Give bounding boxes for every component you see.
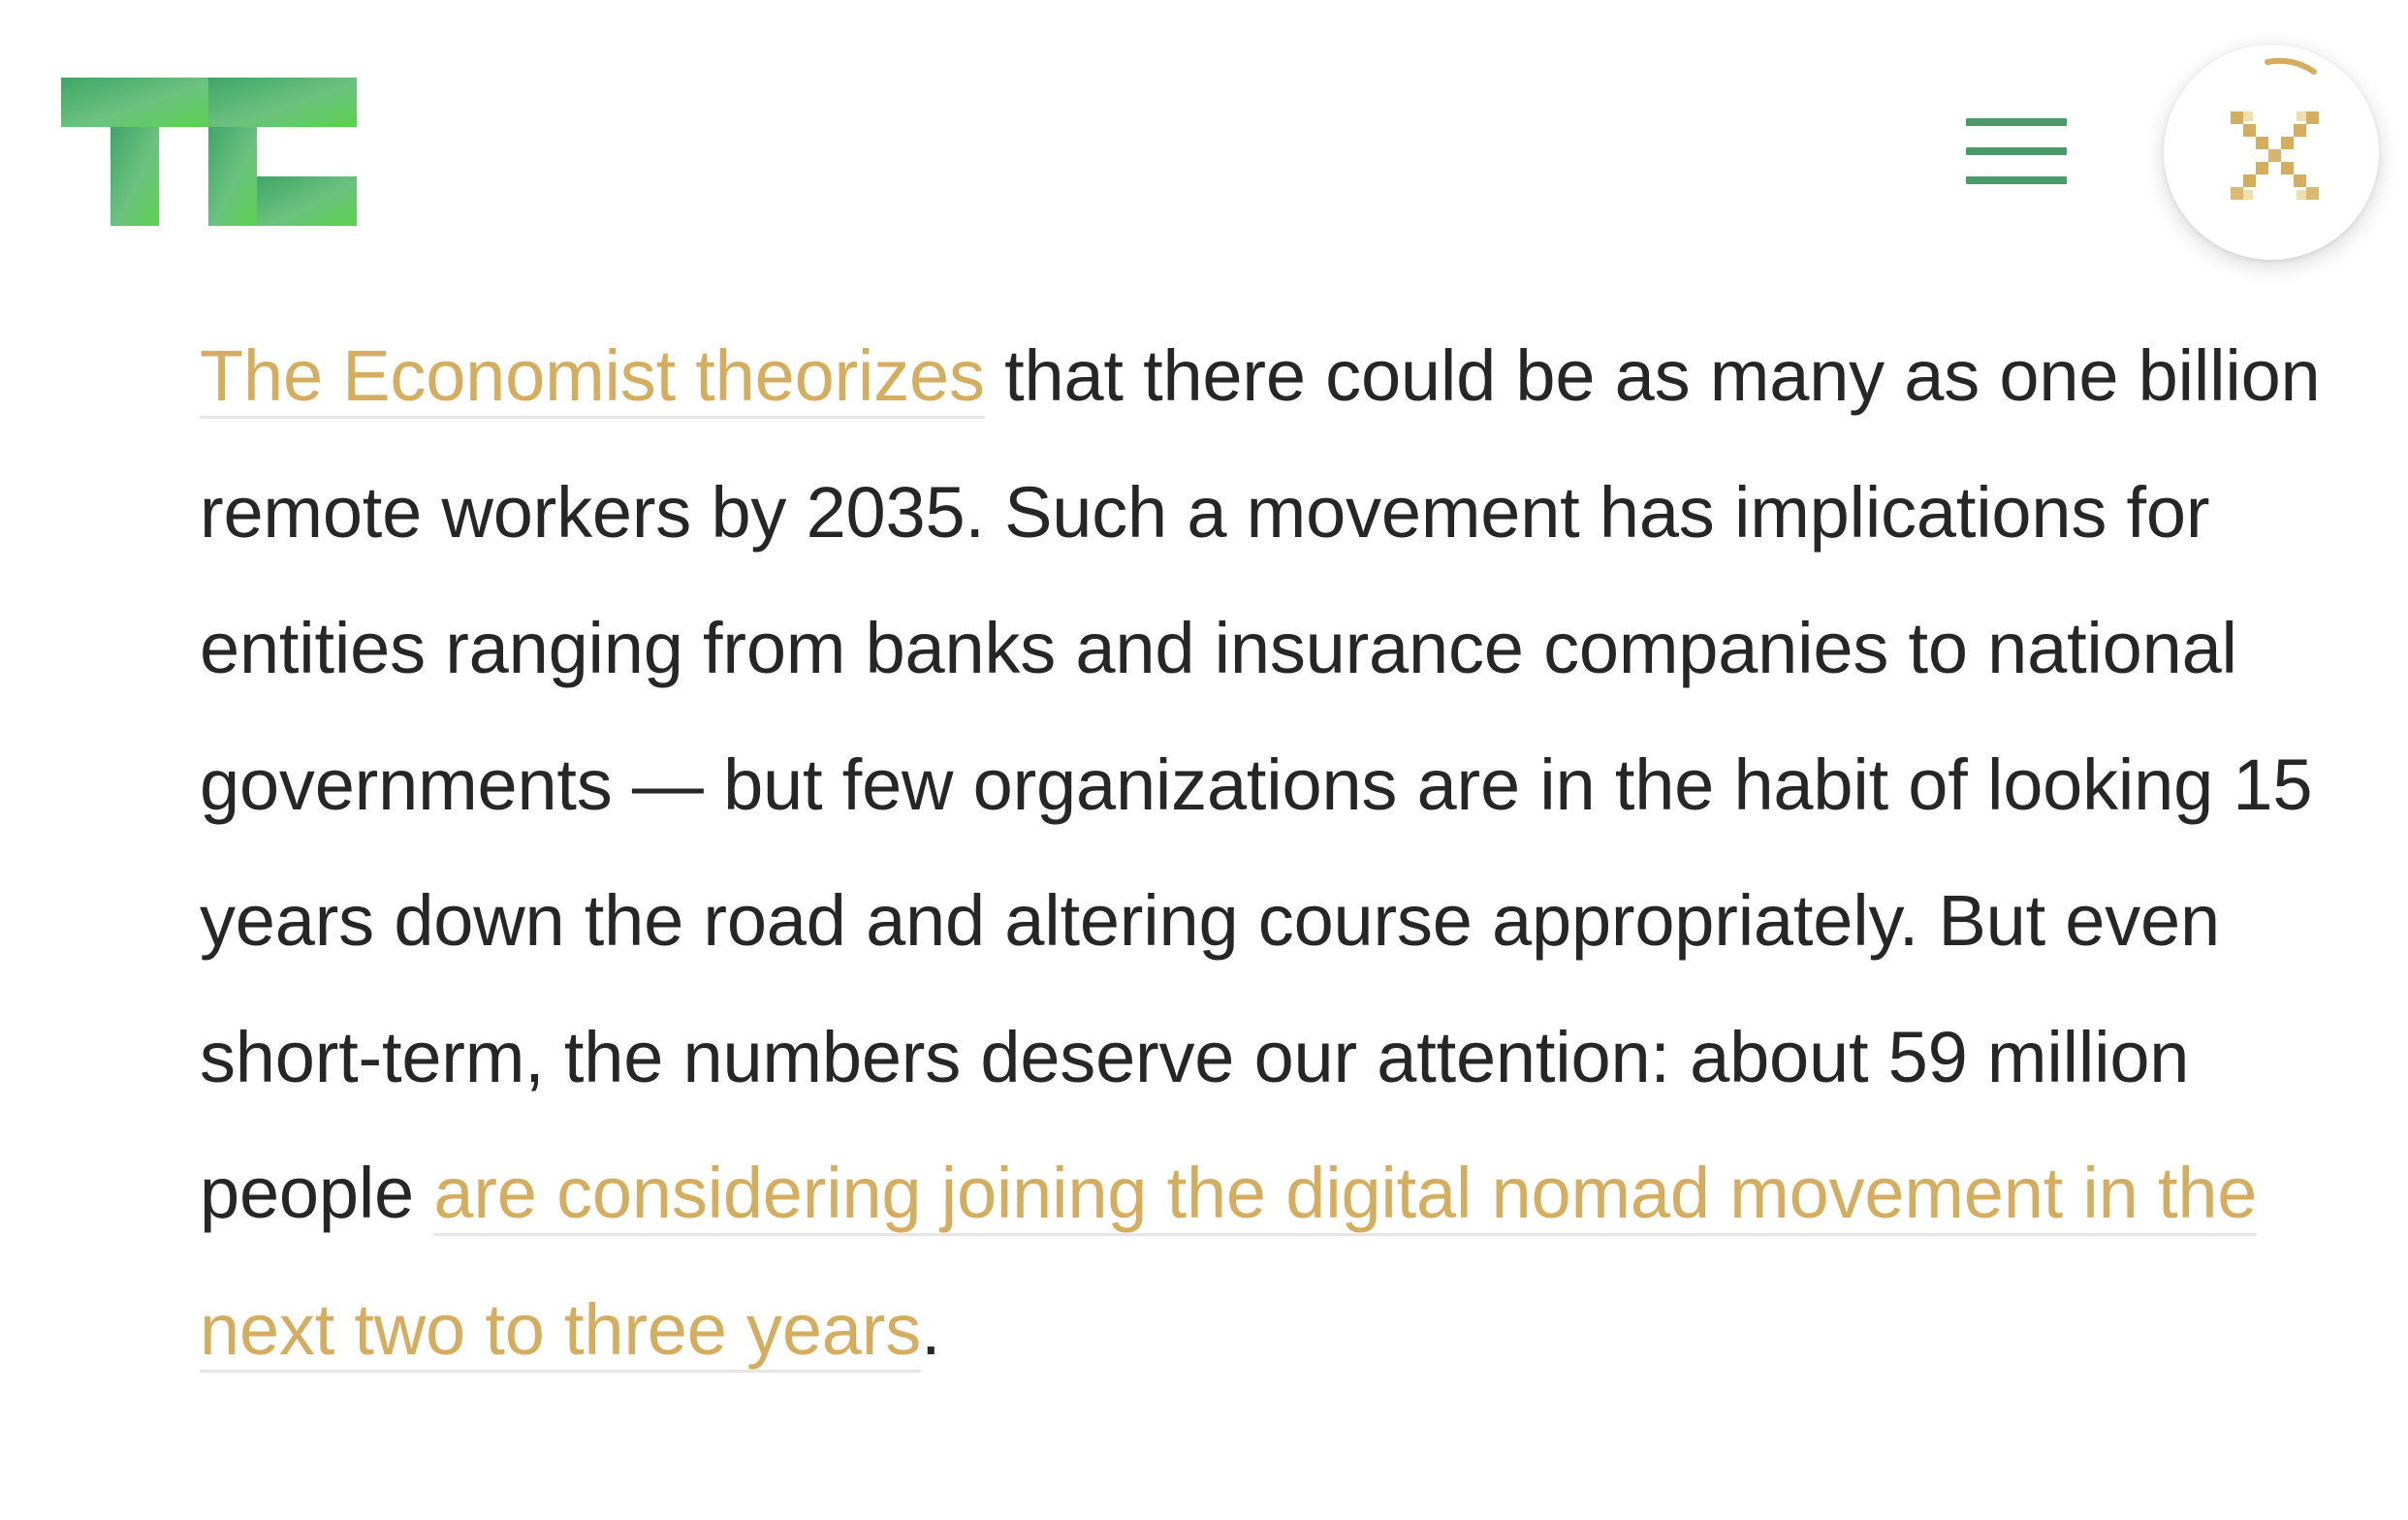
article-paragraph: The Economist theorizes that there could…	[200, 308, 2352, 1398]
paragraph-text: that there could be as many as one billi…	[200, 335, 2321, 1233]
economist-link[interactable]: The Economist theorizes	[200, 335, 985, 419]
menu-line-icon	[1966, 176, 2067, 184]
site-header	[0, 0, 2408, 281]
digital-nomad-link[interactable]: are considering joining the digital noma…	[200, 1153, 2257, 1373]
paragraph-end-period: .	[921, 1288, 941, 1370]
close-icon	[2231, 57, 2319, 200]
techcrunch-logo-icon[interactable]	[61, 78, 357, 226]
menu-button[interactable]	[1966, 114, 2067, 188]
menu-line-icon	[1966, 147, 2067, 155]
menu-line-icon	[1966, 118, 2067, 126]
close-button[interactable]	[2164, 45, 2379, 260]
article-body: The Economist theorizes that there could…	[200, 308, 2352, 1398]
